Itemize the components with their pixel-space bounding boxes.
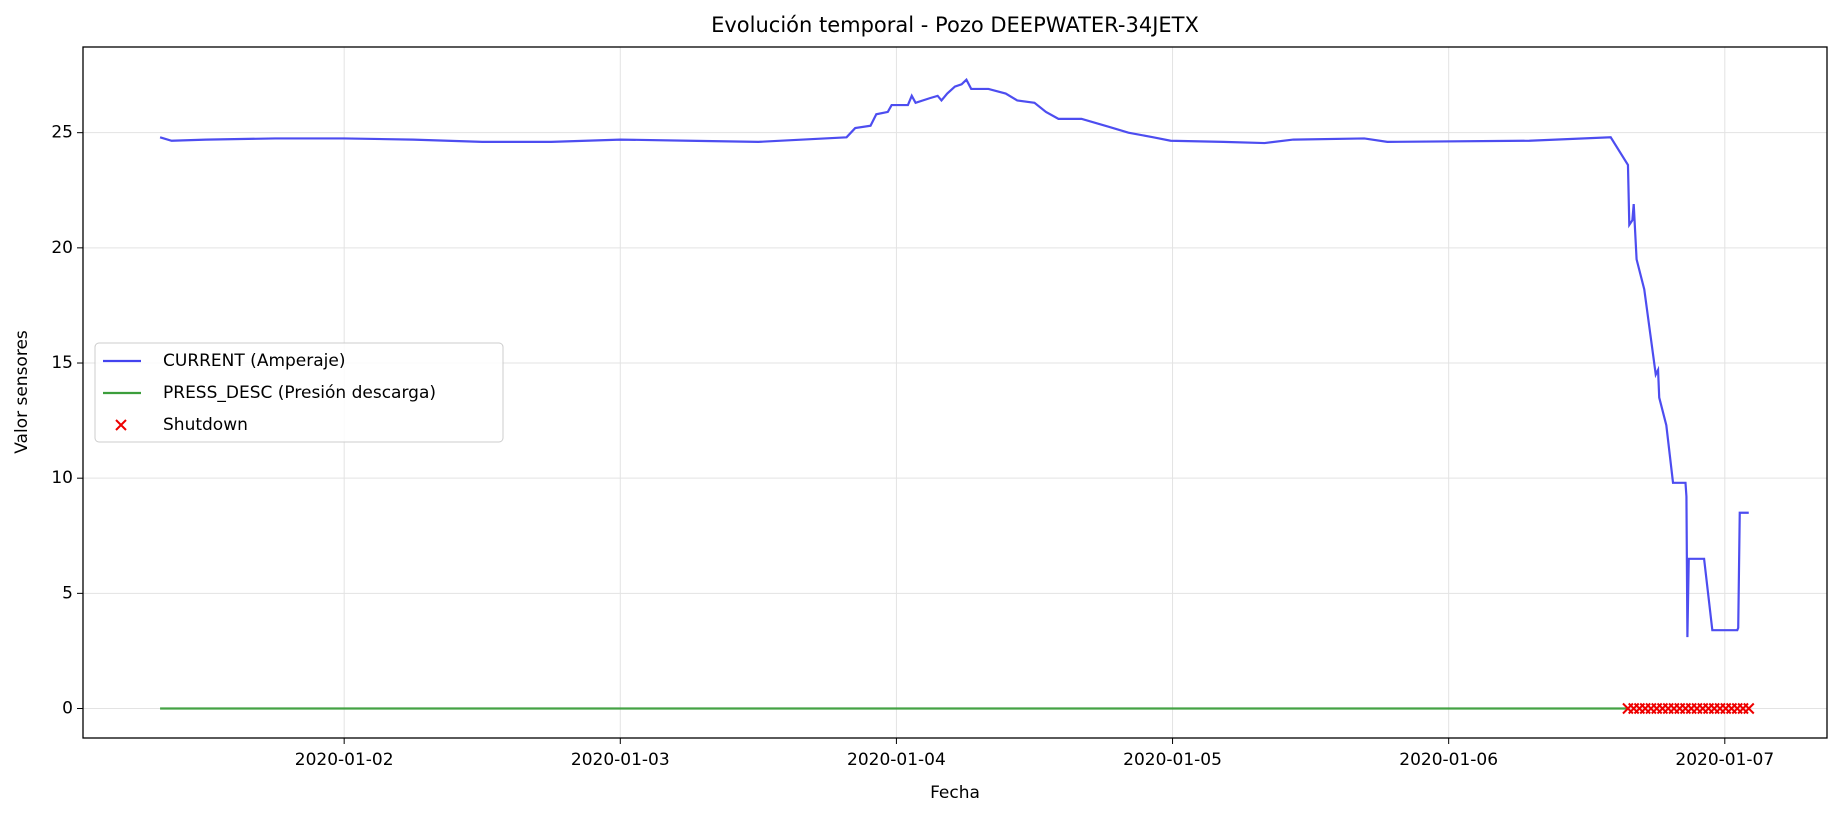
x-tick-label: 2020-01-04 [847,750,946,770]
chart-title: Evolución temporal - Pozo DEEPWATER-34JE… [711,13,1199,37]
x-tick-label: 2020-01-06 [1399,750,1498,770]
legend-label: CURRENT (Amperaje) [163,351,345,371]
y-tick-label: 15 [51,353,73,373]
y-tick-label: 25 [51,123,73,143]
x-tick-label: 2020-01-05 [1123,750,1222,770]
x-tick-label: 2020-01-07 [1675,750,1774,770]
y-tick-label: 0 [62,699,73,719]
y-tick-label: 5 [62,583,73,603]
y-axis-label: Valor sensores [12,330,32,454]
legend-label: Shutdown [163,415,248,435]
legend-box [94,342,504,443]
x-tick-label: 2020-01-03 [571,750,670,770]
x-axis-label: Fecha [930,783,980,803]
shutdown-marker [1743,702,1755,715]
grid [83,47,1827,738]
x-tick-label: 2020-01-02 [295,750,394,770]
legend-marker [115,419,127,431]
y-tick-label: 20 [51,238,73,258]
plot-frame [82,46,1828,739]
y-tick-label: 10 [51,468,73,488]
legend-label: PRESS_DESC (Presión descarga) [163,383,436,403]
series-line [159,77,1749,638]
legend: CURRENT (Amperaje) PRESS_DESC (Presión de… [94,342,504,443]
